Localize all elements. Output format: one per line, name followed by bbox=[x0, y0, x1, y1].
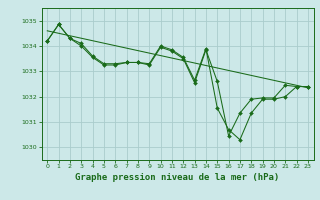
X-axis label: Graphe pression niveau de la mer (hPa): Graphe pression niveau de la mer (hPa) bbox=[76, 173, 280, 182]
